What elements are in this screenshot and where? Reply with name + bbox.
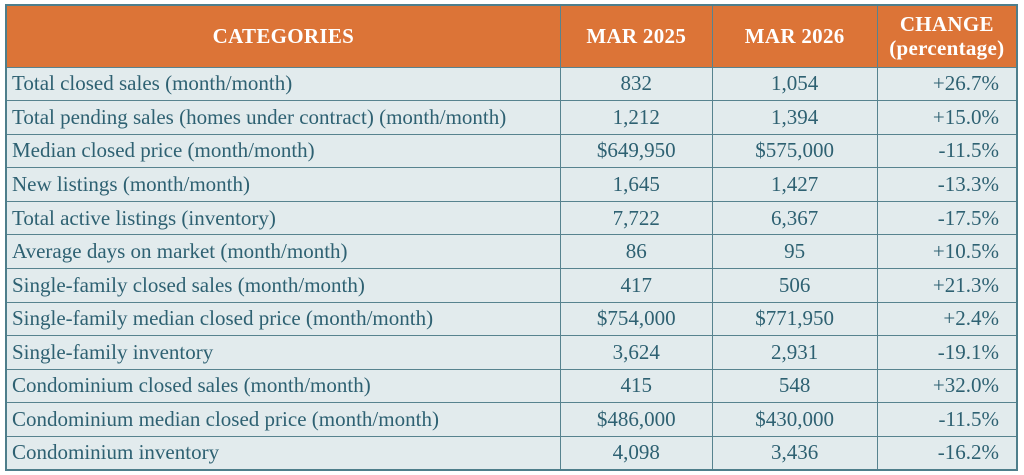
category-cell: Single-family closed sales (month/month)	[5, 267, 561, 303]
mar-2025-value-cell: 832	[559, 66, 713, 102]
change-percentage-cell: -19.1%	[876, 335, 1018, 370]
change-percentage-cell: +32.0%	[876, 368, 1018, 404]
category-cell: Total active listings (inventory)	[5, 200, 561, 236]
change-percentage-cell: +15.0%	[876, 100, 1018, 135]
mar-2026-value-cell: 1,054	[711, 66, 878, 102]
table-row: Condominium inventory 4,098 3,436 -16.2%	[5, 435, 1018, 471]
column-header-change: CHANGE (percentage)	[876, 4, 1018, 68]
mar-2025-value-cell: 415	[559, 368, 713, 404]
category-cell: Single-family inventory	[5, 335, 561, 370]
table-row: Single-family median closed price (month…	[5, 301, 1018, 337]
table-row: New listings (month/month) 1,645 1,427 -13.…	[5, 167, 1018, 202]
column-header-mar-2026: MAR 2026	[711, 4, 878, 68]
mar-2025-value-cell: $649,950	[559, 133, 713, 169]
change-percentage-cell: -11.5%	[876, 402, 1018, 437]
column-header-mar-2025-label: MAR 2025	[586, 24, 687, 49]
mar-2026-value-cell: 3,436	[711, 435, 878, 471]
mar-2025-value-cell: 86	[559, 234, 713, 269]
category-cell: Total pending sales (homes under contrac…	[5, 100, 561, 135]
market-stats-table: CATEGORIES MAR 2025 MAR 2026 CHANGE (per…	[5, 4, 1018, 471]
table-row: Single-family inventory 3,624 2,931 -19.1%	[5, 335, 1018, 370]
change-percentage-cell: +2.4%	[876, 301, 1018, 337]
category-cell: Median closed price (month/month)	[5, 133, 561, 169]
table-row: Condominium closed sales (month/month) 41…	[5, 368, 1018, 404]
table-row: Total closed sales (month/month) 832 1,054…	[5, 66, 1018, 102]
mar-2025-value-cell: 417	[559, 267, 713, 303]
change-percentage-cell: +21.3%	[876, 267, 1018, 303]
mar-2025-value-cell: 1,645	[559, 167, 713, 202]
table-row: Total active listings (inventory) 7,722 6,…	[5, 200, 1018, 236]
column-header-mar-2025: MAR 2025	[559, 4, 713, 68]
category-cell: New listings (month/month)	[5, 167, 561, 202]
mar-2026-value-cell: 506	[711, 267, 878, 303]
change-percentage-cell: -16.2%	[876, 435, 1018, 471]
mar-2025-value-cell: 1,212	[559, 100, 713, 135]
change-percentage-cell: -17.5%	[876, 200, 1018, 236]
column-header-change-sublabel: (percentage)	[889, 36, 1005, 61]
mar-2025-value-cell: $754,000	[559, 301, 713, 337]
category-cell: Condominium closed sales (month/month)	[5, 368, 561, 404]
change-percentage-cell: +26.7%	[876, 66, 1018, 102]
mar-2026-value-cell: $575,000	[711, 133, 878, 169]
market-stats-table-container: CATEGORIES MAR 2025 MAR 2026 CHANGE (per…	[5, 4, 1018, 471]
mar-2026-value-cell: $771,950	[711, 301, 878, 337]
table-body: Total closed sales (month/month) 832 1,054…	[5, 66, 1018, 471]
category-cell: Condominium inventory	[5, 435, 561, 471]
column-header-categories-label: CATEGORIES	[212, 24, 355, 49]
table-row: Single-family closed sales (month/month)…	[5, 267, 1018, 303]
change-percentage-cell: +10.5%	[876, 234, 1018, 269]
column-header-categories: CATEGORIES	[5, 4, 561, 68]
mar-2026-value-cell: 1,394	[711, 100, 878, 135]
change-percentage-cell: -13.3%	[876, 167, 1018, 202]
mar-2026-value-cell: 2,931	[711, 335, 878, 370]
category-cell: Single-family median closed price (month…	[5, 301, 561, 337]
mar-2025-value-cell: $486,000	[559, 402, 713, 437]
table-row: Condominium median closed price (month/m…	[5, 402, 1018, 437]
mar-2026-value-cell: 548	[711, 368, 878, 404]
category-cell: Condominium median closed price (month/m…	[5, 402, 561, 437]
column-header-mar-2026-label: MAR 2026	[744, 24, 845, 49]
category-cell: Total closed sales (month/month)	[5, 66, 561, 102]
mar-2026-value-cell: 6,367	[711, 200, 878, 236]
table-row: Total pending sales (homes under contrac…	[5, 100, 1018, 135]
mar-2026-value-cell: 95	[711, 234, 878, 269]
category-cell: Average days on market (month/month)	[5, 234, 561, 269]
column-header-change-label: CHANGE	[899, 12, 994, 37]
mar-2026-value-cell: 1,427	[711, 167, 878, 202]
mar-2026-value-cell: $430,000	[711, 402, 878, 437]
change-percentage-cell: -11.5%	[876, 133, 1018, 169]
mar-2025-value-cell: 3,624	[559, 335, 713, 370]
table-header-row: CATEGORIES MAR 2025 MAR 2026 CHANGE (per…	[5, 4, 1018, 68]
mar-2025-value-cell: 4,098	[559, 435, 713, 471]
table-row: Median closed price (month/month) $649,95…	[5, 133, 1018, 169]
mar-2025-value-cell: 7,722	[559, 200, 713, 236]
table-row: Average days on market (month/month) 86 95…	[5, 234, 1018, 269]
